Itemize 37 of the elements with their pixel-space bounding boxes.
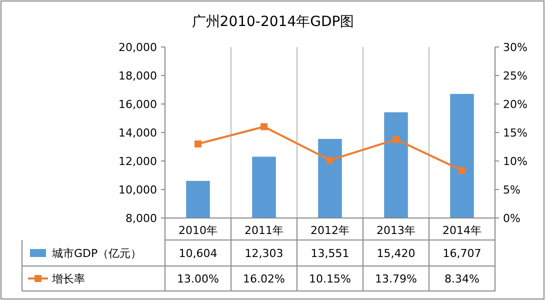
y-tick-label: 10,000 [118, 184, 157, 196]
y2-tick-label: 30% [503, 41, 528, 54]
y-tick-label: 20,000 [118, 41, 157, 54]
y-tick-label: 18,000 [118, 70, 157, 82]
data-label: 10.15% [309, 272, 351, 286]
point [326, 156, 334, 164]
legend-label: 增长率 [51, 272, 85, 286]
data-label: 16.02% [243, 272, 285, 286]
y-tick-label: 8,000 [126, 212, 157, 225]
chart-title: 广州2010-2014年GDP图 [192, 14, 354, 30]
legend-label: 城市GDP（亿元） [51, 247, 142, 260]
y2-tick-label: 15% [503, 126, 528, 140]
data-label: 12,303 [244, 247, 284, 260]
y2-tick-label: 20% [503, 98, 528, 111]
x-tick-label: 2010年 [178, 224, 218, 237]
x-tick-label: 2011年 [244, 224, 284, 237]
x-tick-label: 2013年 [376, 224, 416, 237]
point [194, 140, 202, 148]
data-label: 13.00% [177, 272, 219, 286]
y2-tick-label: 10% [503, 155, 528, 168]
point [458, 166, 466, 174]
y2-tick-label: 25% [503, 70, 528, 82]
data-label: 15,420 [376, 247, 416, 260]
y2-tick-label: 5% [503, 184, 520, 196]
data-label: 8.34% [444, 272, 480, 286]
y-tick-label: 14,000 [118, 126, 157, 140]
data-label: 16,707 [442, 247, 482, 260]
x-tick-label: 2012年 [310, 224, 350, 237]
y-tick-label: 12,000 [118, 155, 157, 168]
y-tick-label: 16,000 [118, 98, 157, 111]
data-label: 13.79% [375, 272, 417, 286]
point [392, 136, 400, 143]
x-tick-label: 2014年 [442, 224, 482, 237]
data-label: 10,604 [178, 247, 218, 260]
data-label: 13,551 [310, 247, 350, 260]
point [260, 123, 268, 130]
y2-tick-label: 0% [503, 212, 520, 225]
